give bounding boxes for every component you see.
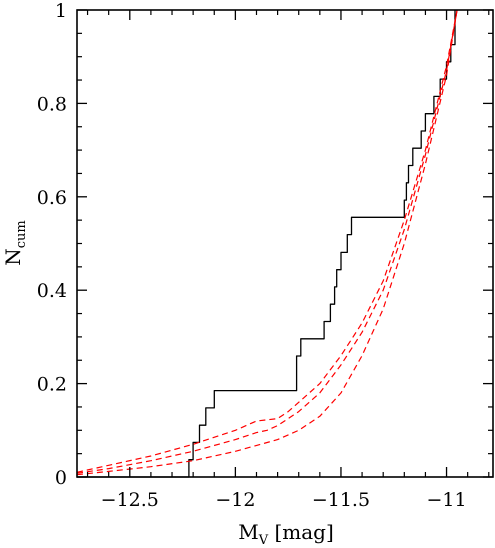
y-tick-label: 0 [55, 467, 67, 489]
y-tick-label: 0.6 [37, 187, 67, 209]
x-tick-label: −11 [426, 489, 466, 511]
y-tick-label: 0.8 [37, 93, 67, 115]
series-layer [76, 9, 458, 478]
tick-layer: −12.5 −12 −11.5 −11 0 0.2 0.4 0.6 0.8 1 [37, 0, 493, 511]
x-tick-label: −12 [215, 489, 255, 511]
label-layer: MV [mag] Ncum [1, 220, 334, 548]
x-axis-title: MV [mag] [238, 520, 334, 548]
y-tick-label: 0.4 [37, 280, 67, 302]
y-tick-label: 1 [55, 0, 67, 22]
x-axis-title-sub: V [258, 533, 269, 548]
x-tick-label: −11.5 [312, 489, 370, 511]
x-axis-title-main: M [238, 520, 258, 544]
y-axis-title: Ncum [1, 220, 29, 265]
model-curve-3 [76, 9, 458, 476]
observed-cumulative-step [77, 10, 456, 478]
model-curve-2 [76, 9, 458, 474]
model-curve-1 [76, 9, 458, 473]
x-axis-title-suffix: [mag] [268, 520, 334, 544]
y-tick-label: 0.2 [37, 374, 67, 396]
plot-frame [76, 9, 494, 478]
x-tick-label: −12.5 [101, 489, 159, 511]
y-axis-title-sub: cum [14, 220, 29, 248]
y-axis-title-main: N [1, 248, 25, 266]
